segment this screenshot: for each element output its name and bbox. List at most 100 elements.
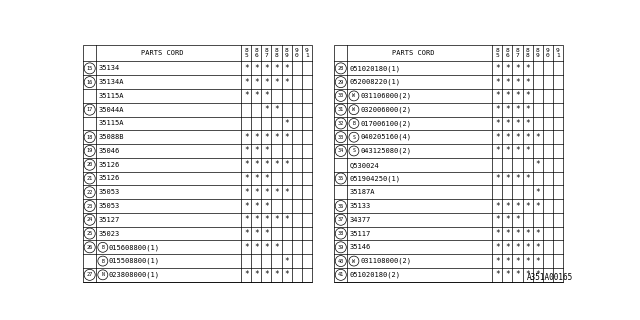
Text: *: * [525, 105, 530, 114]
Text: *: * [254, 202, 259, 211]
Text: *: * [244, 133, 248, 142]
Text: *: * [264, 133, 269, 142]
Text: *: * [264, 188, 269, 197]
Text: *: * [274, 133, 279, 142]
Text: *: * [515, 147, 520, 156]
Text: *: * [254, 270, 259, 279]
Text: 30: 30 [338, 93, 344, 99]
Text: *: * [525, 78, 530, 87]
Text: 040205160(4): 040205160(4) [360, 134, 411, 140]
Text: N: N [101, 272, 104, 277]
Text: *: * [515, 229, 520, 238]
Text: *: * [284, 119, 289, 128]
Text: *: * [495, 64, 500, 73]
Text: 017006100(2): 017006100(2) [360, 120, 411, 127]
Text: S: S [353, 148, 355, 154]
Text: *: * [515, 133, 520, 142]
Text: *: * [505, 270, 509, 279]
Bar [83, 44, 312, 282]
Text: 32: 32 [338, 121, 344, 126]
Text: *: * [254, 160, 259, 169]
Text: W: W [353, 259, 355, 264]
Text: *: * [274, 160, 279, 169]
Text: W: W [353, 93, 355, 99]
Text: *: * [525, 119, 530, 128]
Text: *: * [525, 147, 530, 156]
Text: *: * [274, 215, 279, 224]
Text: *: * [264, 105, 269, 114]
Text: *: * [254, 64, 259, 73]
Text: *: * [274, 78, 279, 87]
Text: *: * [495, 133, 500, 142]
Text: 023808000(1): 023808000(1) [109, 272, 160, 278]
Text: *: * [284, 257, 289, 266]
Text: *: * [515, 105, 520, 114]
Text: *: * [505, 147, 509, 156]
Text: *: * [505, 174, 509, 183]
Text: PARTS CORD: PARTS CORD [141, 50, 184, 56]
Text: 052008220(1): 052008220(1) [349, 79, 401, 85]
Text: *: * [264, 147, 269, 156]
Text: 015508800(1): 015508800(1) [109, 258, 160, 264]
Text: *: * [264, 174, 269, 183]
Text: 35134A: 35134A [99, 79, 124, 85]
Text: 35117: 35117 [349, 230, 371, 236]
Text: *: * [264, 160, 269, 169]
Text: *: * [525, 270, 530, 279]
Text: *: * [274, 64, 279, 73]
Text: 35115A: 35115A [99, 120, 124, 126]
Text: *: * [495, 202, 500, 211]
Text: 35146: 35146 [349, 244, 371, 250]
Text: *: * [495, 78, 500, 87]
Text: 8
6: 8 6 [255, 48, 258, 58]
Text: *: * [284, 160, 289, 169]
Text: 8
7: 8 7 [516, 48, 520, 58]
Text: *: * [495, 257, 500, 266]
Text: *: * [515, 64, 520, 73]
Text: *: * [495, 215, 500, 224]
Text: *: * [244, 78, 248, 87]
Text: A351A00165: A351A00165 [527, 274, 573, 283]
Text: B: B [101, 245, 104, 250]
Text: 35126: 35126 [99, 175, 120, 181]
Text: 22: 22 [86, 190, 93, 195]
Text: 35115A: 35115A [99, 93, 124, 99]
Text: *: * [525, 92, 530, 100]
Text: PARTS CORD: PARTS CORD [392, 50, 435, 56]
Text: *: * [495, 119, 500, 128]
Text: 24: 24 [86, 217, 93, 222]
Text: *: * [254, 147, 259, 156]
Text: *: * [254, 215, 259, 224]
Text: 35046: 35046 [99, 148, 120, 154]
Text: 9
0: 9 0 [546, 48, 550, 58]
Text: 26: 26 [86, 245, 93, 250]
Text: *: * [284, 133, 289, 142]
Text: 051020180(2): 051020180(2) [349, 272, 401, 278]
Text: 051904250(1): 051904250(1) [349, 175, 401, 182]
Text: *: * [505, 119, 509, 128]
Text: 34: 34 [338, 148, 344, 154]
Text: *: * [515, 257, 520, 266]
Text: *: * [535, 270, 540, 279]
Text: 16: 16 [86, 80, 93, 85]
Text: *: * [525, 243, 530, 252]
Text: *: * [505, 229, 509, 238]
Text: *: * [535, 202, 540, 211]
Text: *: * [244, 64, 248, 73]
Text: *: * [515, 202, 520, 211]
Text: 34377: 34377 [349, 217, 371, 223]
Text: 35088B: 35088B [99, 134, 124, 140]
Text: 8
9: 8 9 [536, 48, 540, 58]
Text: 8
9: 8 9 [285, 48, 289, 58]
Text: 35044A: 35044A [99, 107, 124, 113]
Text: Q530024: Q530024 [349, 162, 380, 168]
Text: *: * [264, 215, 269, 224]
Text: *: * [495, 229, 500, 238]
Text: *: * [244, 147, 248, 156]
Text: *: * [525, 64, 530, 73]
Text: *: * [254, 188, 259, 197]
Text: 33: 33 [338, 135, 344, 140]
Text: *: * [495, 174, 500, 183]
Text: 051020180(1): 051020180(1) [349, 65, 401, 72]
Text: *: * [254, 92, 259, 100]
